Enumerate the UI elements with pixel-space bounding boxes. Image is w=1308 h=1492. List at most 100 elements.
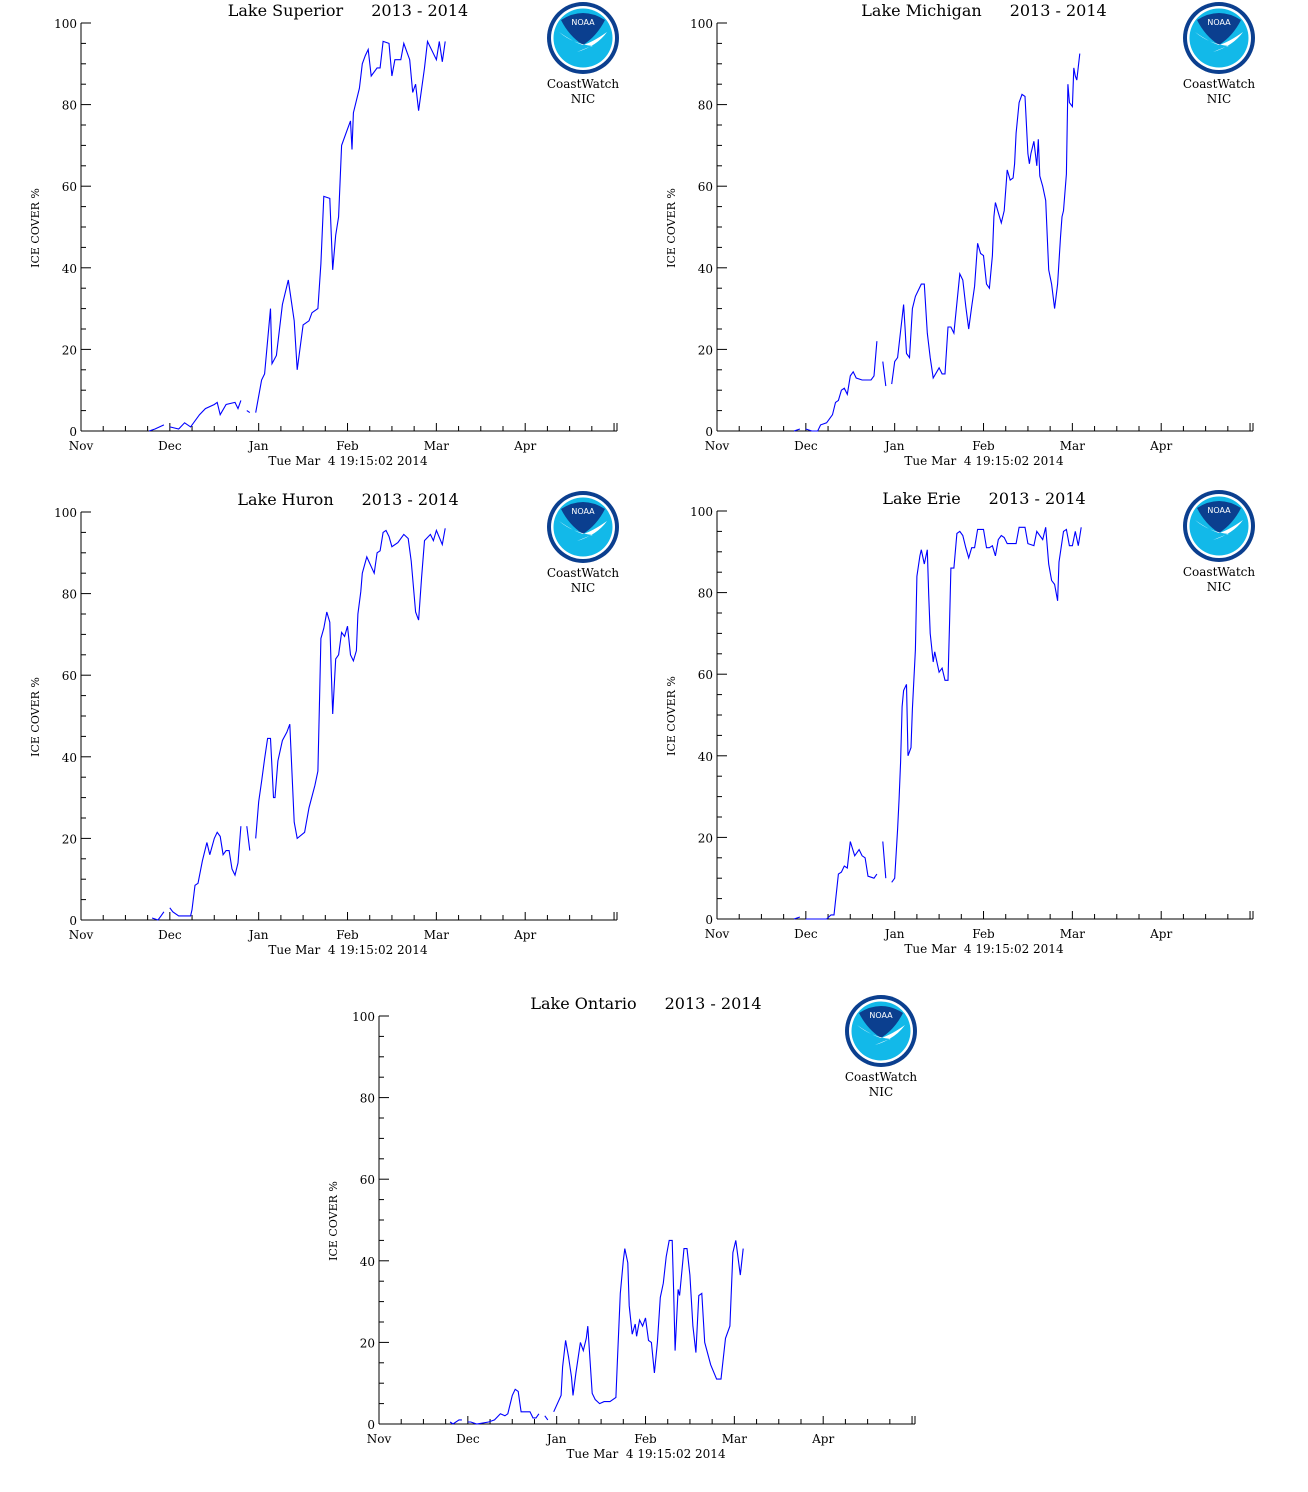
y-tick-label: 40 <box>62 751 77 765</box>
line-chart: Lake Michigan 2013 - 2014 0 20 40 60 80 100 Nov D… <box>665 1 1256 468</box>
logo-agency: NOAA <box>1207 506 1231 515</box>
chart-panel-lake-superior: Lake Superior 2013 - 2014 0 20 40 60 80 100 Nov D… <box>0 0 650 470</box>
series-line-ice-cover <box>793 526 1082 920</box>
chart-title-lake: Lake Huron <box>237 490 333 509</box>
chart-title-season: 2013 - 2014 <box>989 489 1086 508</box>
logo-agency: NOAA <box>869 1011 893 1020</box>
noaa-logo: NOAA <box>1183 490 1255 562</box>
line-chart: Lake Ontario 2013 - 2014 0 20 40 60 80 100 Nov De… <box>327 994 918 1461</box>
logo-sky <box>859 1006 903 1038</box>
series-line-ice-cover <box>148 39 446 432</box>
x-tick-label: Jan <box>247 439 269 453</box>
timestamp: Tue Mar 4 19:15:02 2014 <box>268 943 428 957</box>
x-tick-label: Nov <box>69 439 94 453</box>
x-tick-label: Mar <box>1060 927 1085 941</box>
logo-caption-nic: NIC <box>869 1085 893 1099</box>
y-tick-label: 100 <box>352 1010 375 1024</box>
chart-title-season: 2013 - 2014 <box>1010 1 1107 20</box>
logo-caption-coastwatch: CoastWatch <box>1183 77 1256 91</box>
logo-sky <box>561 13 605 45</box>
logo-caption-nic: NIC <box>1207 92 1231 106</box>
chart-title: Lake Huron 2013 - 2014 <box>237 490 458 509</box>
line-chart: Lake Superior 2013 - 2014 0 20 40 60 80 100 Nov D… <box>29 1 620 468</box>
x-tick-label: Dec <box>158 439 182 453</box>
chart-title-season: 2013 - 2014 <box>665 994 762 1013</box>
y-tick-label: 0 <box>705 425 713 439</box>
y-tick-label: 20 <box>698 343 713 357</box>
y-axis-label: ICE COVER % <box>29 677 42 757</box>
y-tick-label: 80 <box>360 1092 375 1106</box>
y-tick-label: 0 <box>705 913 713 927</box>
series-line-ice-cover <box>449 1239 744 1425</box>
logo-caption-coastwatch: CoastWatch <box>1183 565 1256 579</box>
y-tick-label: 40 <box>698 750 713 764</box>
y-tick-label: 100 <box>54 17 77 31</box>
chart-title: Lake Erie 2013 - 2014 <box>882 489 1085 508</box>
y-tick-label: 40 <box>360 1255 375 1269</box>
line-chart: Lake Erie 2013 - 2014 0 20 40 60 80 100 Nov Dec Ja… <box>665 489 1256 956</box>
y-tick-label: 80 <box>698 587 713 601</box>
y-tick-label: 0 <box>367 1418 375 1432</box>
y-tick-label: 80 <box>62 588 77 602</box>
x-tick-label: Mar <box>424 439 449 453</box>
chart-title: Lake Superior 2013 - 2014 <box>228 1 468 20</box>
timestamp: Tue Mar 4 19:15:02 2014 <box>904 942 1064 956</box>
noaa-logo: NOAA <box>845 995 917 1067</box>
chart-panel-lake-ontario: Lake Ontario 2013 - 2014 0 20 40 60 80 100 Nov De… <box>298 993 948 1463</box>
series-line-ice-cover <box>793 53 1081 432</box>
timestamp: Tue Mar 4 19:15:02 2014 <box>268 454 428 468</box>
x-tick-label: Dec <box>456 1432 480 1446</box>
y-axis-label: ICE COVER % <box>327 1181 340 1261</box>
logo-agency: NOAA <box>1207 18 1231 27</box>
y-tick-label: 60 <box>62 669 77 683</box>
x-tick-label: Apr <box>811 1432 834 1446</box>
chart-title-season: 2013 - 2014 <box>371 1 468 20</box>
chart-panel-lake-huron: Lake Huron 2013 - 2014 0 20 40 60 80 100 Nov Dec J… <box>0 489 650 959</box>
logo-agency: NOAA <box>571 18 595 27</box>
x-tick-label: Apr <box>513 928 536 942</box>
y-tick-label: 60 <box>360 1173 375 1187</box>
chart-title-season: 2013 - 2014 <box>362 490 459 509</box>
x-tick-label: Dec <box>794 439 818 453</box>
x-tick-label: Nov <box>69 928 94 942</box>
logo-agency: NOAA <box>571 507 595 516</box>
y-tick-label: 20 <box>698 831 713 845</box>
x-tick-label: Dec <box>158 928 182 942</box>
y-axis-label: ICE COVER % <box>665 676 678 756</box>
y-tick-label: 100 <box>690 17 713 31</box>
x-tick-label: Apr <box>1149 927 1172 941</box>
noaa-logo: NOAA <box>547 491 619 563</box>
y-tick-label: 0 <box>69 914 77 928</box>
x-tick-label: Jan <box>883 439 905 453</box>
x-tick-label: Apr <box>513 439 536 453</box>
x-tick-label: Jan <box>247 928 269 942</box>
y-tick-label: 20 <box>360 1336 375 1350</box>
logo-sky <box>561 502 605 534</box>
x-tick-label: Mar <box>722 1432 747 1446</box>
x-tick-label: Feb <box>336 439 359 453</box>
timestamp: Tue Mar 4 19:15:02 2014 <box>904 454 1064 468</box>
x-tick-label: Feb <box>972 927 995 941</box>
x-tick-label: Mar <box>424 928 449 942</box>
y-tick-label: 80 <box>62 99 77 113</box>
y-axis-label: ICE COVER % <box>29 188 42 268</box>
x-tick-label: Mar <box>1060 439 1085 453</box>
y-tick-label: 100 <box>690 505 713 519</box>
chart-title-lake: Lake Superior <box>228 1 344 20</box>
line-chart: Lake Huron 2013 - 2014 0 20 40 60 80 100 Nov Dec J… <box>29 490 619 957</box>
x-tick-label: Dec <box>794 927 818 941</box>
chart-title-lake: Lake Ontario <box>530 994 636 1013</box>
chart-title: Lake Ontario 2013 - 2014 <box>530 994 761 1013</box>
x-tick-label: Nov <box>705 439 730 453</box>
x-tick-label: Nov <box>367 1432 392 1446</box>
logo-caption-coastwatch: CoastWatch <box>547 77 620 91</box>
y-axis-label: ICE COVER % <box>665 188 678 268</box>
logo-caption-coastwatch: CoastWatch <box>845 1070 918 1084</box>
noaa-logo: NOAA <box>547 2 619 74</box>
x-tick-label: Feb <box>634 1432 657 1446</box>
y-tick-label: 40 <box>62 262 77 276</box>
y-tick-label: 20 <box>62 343 77 357</box>
logo-sky <box>1197 13 1241 45</box>
chart-title: Lake Michigan 2013 - 2014 <box>861 1 1106 20</box>
x-tick-label: Feb <box>972 439 995 453</box>
